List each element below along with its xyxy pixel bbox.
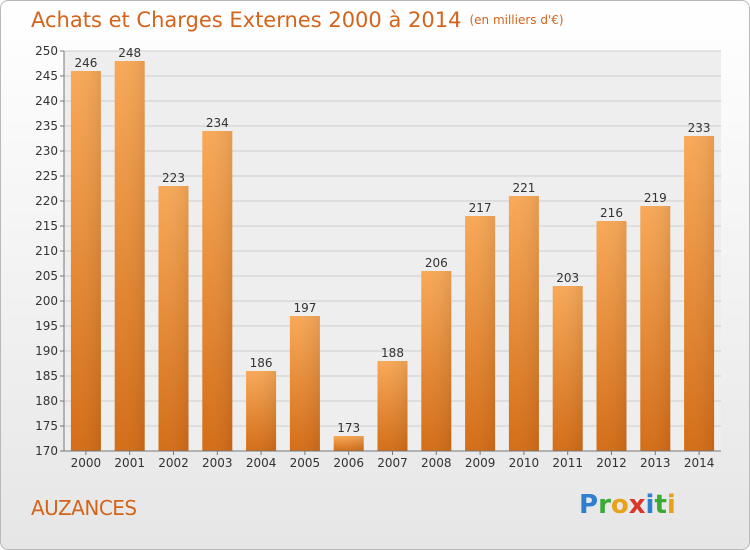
- y-tick-label: 230: [35, 144, 58, 158]
- bar-value-label: 188: [381, 346, 404, 360]
- bar-value-label: 173: [337, 421, 360, 435]
- bar-value-label: 216: [600, 206, 623, 220]
- y-tick-label: 190: [35, 344, 58, 358]
- y-tick-label: 215: [35, 219, 58, 233]
- y-tick-label: 185: [35, 369, 58, 383]
- bar-shade: [114, 61, 145, 451]
- x-tick-label: 2001: [114, 456, 145, 470]
- x-tick-label: 2002: [158, 456, 189, 470]
- bar-shade: [684, 136, 715, 451]
- bar-shade: [552, 286, 583, 451]
- y-tick-label: 180: [35, 394, 58, 408]
- bar-shade: [246, 371, 277, 451]
- bar-value-label: 234: [206, 116, 229, 130]
- bar-shade: [333, 436, 364, 451]
- x-tick-label: 2004: [246, 456, 277, 470]
- bar-shade: [421, 271, 452, 451]
- bar-value-label: 219: [644, 191, 667, 205]
- x-tick-label: 2006: [333, 456, 364, 470]
- logo-letter: t: [654, 490, 667, 520]
- y-tick-label: 220: [35, 194, 58, 208]
- bar-shade: [465, 216, 496, 451]
- bar-shade: [158, 186, 189, 451]
- logo-letter: r: [598, 490, 611, 520]
- x-tick-label: 2007: [377, 456, 408, 470]
- x-tick-label: 2008: [421, 456, 452, 470]
- logo-letter: i: [666, 490, 676, 520]
- commune-name: AUZANCES: [31, 496, 137, 520]
- logo-letter: i: [645, 490, 655, 520]
- y-tick-label: 170: [35, 444, 58, 458]
- x-tick-label: 2013: [640, 456, 671, 470]
- bar-shade: [202, 131, 233, 451]
- y-tick-label: 245: [35, 69, 58, 83]
- bar-value-label: 233: [688, 121, 711, 135]
- y-tick-label: 210: [35, 244, 58, 258]
- x-tick-label: 2009: [465, 456, 496, 470]
- x-tick-label: 2010: [509, 456, 540, 470]
- x-tick-label: 2014: [684, 456, 715, 470]
- x-tick-label: 2011: [552, 456, 583, 470]
- bar-layer: 246 248 223 234 186 197 173 188 206 217 221 203 216 2…: [70, 46, 715, 451]
- bar-shade: [70, 71, 101, 451]
- bar-shade: [289, 316, 320, 451]
- y-tick-label: 200: [35, 294, 58, 308]
- x-tick-label: 2000: [71, 456, 102, 470]
- title-block: Achats et Charges Externes 2000 à 2014 (e…: [31, 8, 564, 32]
- y-tick-label: 195: [35, 319, 58, 333]
- logo-letter: P: [579, 490, 599, 520]
- y-tick-label: 250: [35, 44, 58, 58]
- bar-value-label: 221: [512, 181, 535, 195]
- bar-value-label: 186: [250, 356, 273, 370]
- y-tick-label: 205: [35, 269, 58, 283]
- y-tick-label: 225: [35, 169, 58, 183]
- proxiti-logo: Proxiti: [579, 490, 676, 520]
- bar-value-label: 206: [425, 256, 448, 270]
- chart-title: Achats et Charges Externes 2000 à 2014: [31, 8, 462, 32]
- x-tick-label: 2003: [202, 456, 233, 470]
- y-tick-label: 235: [35, 119, 58, 133]
- bar-value-label: 246: [74, 56, 97, 70]
- bar-shade: [508, 196, 539, 451]
- bar-value-label: 203: [556, 271, 579, 285]
- chart-subtitle: (en milliers d'€): [469, 13, 564, 27]
- bar-shade: [377, 361, 408, 451]
- x-tick-label: 2005: [290, 456, 321, 470]
- bar-shade: [640, 206, 671, 451]
- bar-value-label: 217: [469, 201, 492, 215]
- bar-value-label: 248: [118, 46, 141, 60]
- x-tick-label: 2012: [596, 456, 627, 470]
- bar-value-label: 223: [162, 171, 185, 185]
- logo-letter: o: [610, 490, 629, 520]
- logo-letter: x: [628, 490, 646, 520]
- bar-value-label: 197: [293, 301, 316, 315]
- y-tick-label: 175: [35, 419, 58, 433]
- y-tick-label: 240: [35, 94, 58, 108]
- axis-layer: 170 175 180 185 190 195 200 205 210 215 220 225 230 2…: [35, 44, 721, 470]
- bar-shade: [596, 221, 627, 451]
